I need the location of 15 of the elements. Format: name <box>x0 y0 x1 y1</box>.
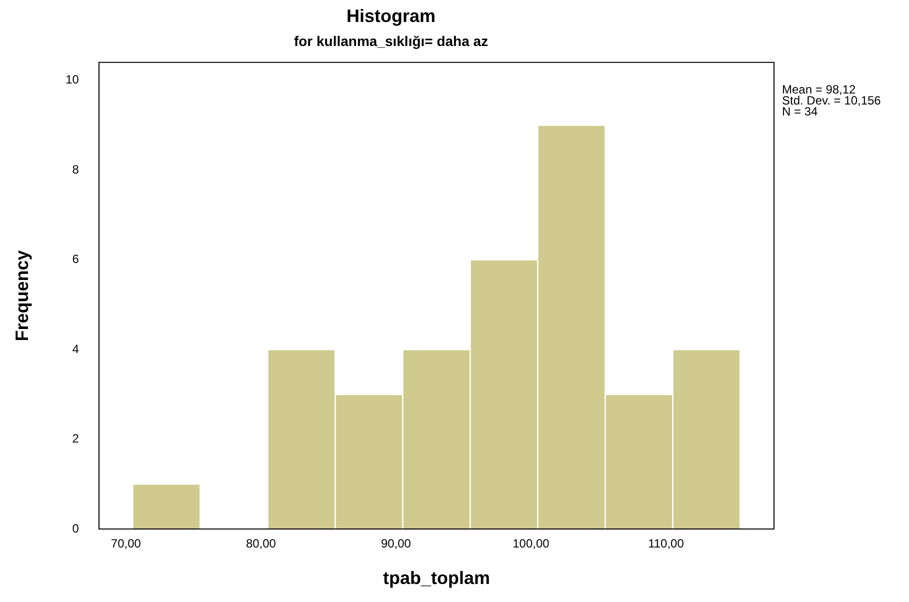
x-tick-label: 110,00 <box>648 536 684 551</box>
y-axis-title: Frequency <box>12 250 32 342</box>
x-tick-label: 90,00 <box>380 536 412 551</box>
y-tick-label: 10 <box>66 72 80 87</box>
y-tick-label: 6 <box>72 252 80 266</box>
chart-title: Histogram <box>346 6 436 26</box>
y-tick-label: 0 <box>72 521 80 536</box>
x-tick-label: 80,00 <box>246 536 276 551</box>
x-tick-label: 100,00 <box>512 536 550 551</box>
x-axis-title: tpab_toplam <box>382 568 490 588</box>
y-tick-label: 2 <box>72 432 80 446</box>
y-tick-label: 4 <box>72 342 80 356</box>
y-tick-label: 8 <box>72 162 80 176</box>
x-tick-label: 70,00 <box>110 536 142 551</box>
chart-subtitle: for kullanma_sıklığı= daha az <box>294 32 488 49</box>
